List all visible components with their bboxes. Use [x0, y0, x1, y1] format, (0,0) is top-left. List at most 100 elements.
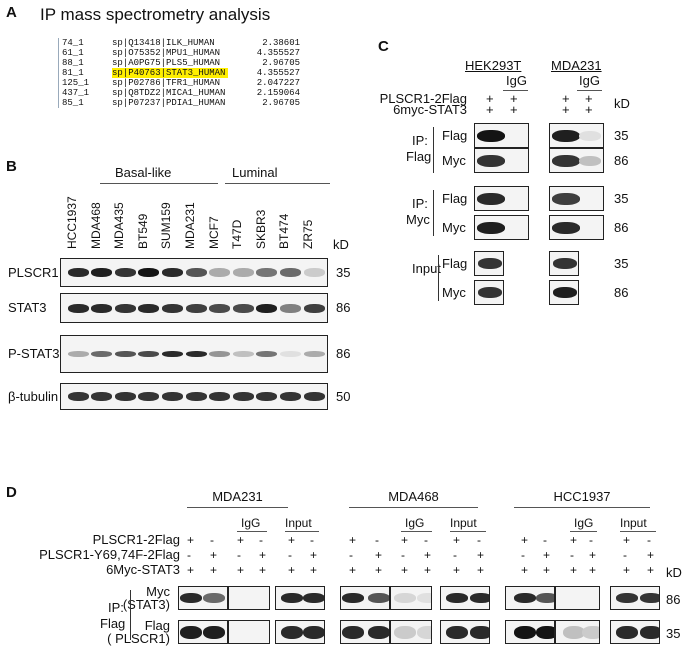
band [303, 392, 325, 401]
sign: - [349, 548, 353, 562]
sign: + [401, 563, 409, 577]
cell-header-line [187, 507, 288, 508]
sign: - [570, 548, 574, 562]
igg-label: IgG [579, 73, 600, 88]
blot-mda468 [340, 586, 390, 610]
bracket-line [433, 190, 434, 236]
band [138, 351, 160, 357]
sign: - [543, 533, 547, 547]
band [281, 593, 303, 603]
antibody-label: Myc [442, 285, 466, 300]
sign: + [375, 548, 383, 562]
blot-hek293t-input [474, 280, 504, 305]
sign: + [401, 533, 409, 547]
row-protein: sp|P07237|PDIA1_HUMAN [112, 98, 226, 108]
band [279, 392, 301, 401]
sign: + [521, 533, 529, 547]
igg-label: IgG [241, 516, 261, 530]
band [536, 625, 554, 639]
band [91, 303, 113, 313]
sign: + [647, 563, 655, 577]
row-protein: sp|A0PG75|PLS5_HUMAN [112, 58, 221, 68]
blot-mda468 [340, 620, 390, 644]
blot-mda231 [275, 586, 325, 610]
sign: + [623, 563, 631, 577]
band [114, 392, 136, 401]
lane-label: BT474 [277, 213, 292, 249]
sign: - [187, 548, 191, 562]
blot-mda231 [228, 620, 270, 644]
band [209, 351, 231, 357]
sign: - [375, 533, 379, 547]
band [478, 287, 502, 298]
band [203, 625, 225, 639]
band [477, 192, 505, 205]
group-line [100, 183, 218, 184]
sign: + [375, 563, 383, 577]
igg-line [237, 531, 267, 532]
kd-value: 86 [614, 220, 629, 235]
cell-header: HCC1937 [553, 489, 611, 504]
band [279, 303, 301, 313]
band [209, 392, 231, 401]
band [232, 392, 254, 401]
kd-value: 35 [614, 128, 629, 143]
band [161, 351, 183, 357]
igg-line [401, 531, 432, 532]
lane-label: MDA468 [88, 202, 103, 249]
band [417, 593, 431, 603]
table-border [58, 38, 59, 108]
sign: + [562, 91, 570, 106]
band [640, 593, 659, 603]
sign: + [424, 548, 432, 562]
band [579, 130, 601, 141]
lane-label: T47D [230, 219, 245, 249]
band [417, 625, 431, 639]
sign: - [521, 548, 525, 562]
sign: - [310, 533, 314, 547]
bracket-line [433, 127, 434, 173]
band [138, 268, 160, 277]
sign: - [647, 533, 651, 547]
condition-label: PLSCR1-2Flag [379, 91, 467, 106]
cell-label-mda231: MDA231 [551, 58, 602, 73]
sign: + [623, 533, 631, 547]
band [303, 625, 324, 639]
ip-antibody: Flag [100, 616, 126, 631]
blot-mda468 [390, 586, 432, 610]
band [342, 593, 364, 603]
band [563, 625, 585, 639]
kd-value: 86 [336, 300, 351, 315]
sign: - [210, 533, 214, 547]
sign: + [288, 533, 296, 547]
lane-label: BT549 [135, 213, 150, 249]
sign: + [486, 102, 494, 117]
antibody-label: Flag [442, 128, 468, 143]
band [477, 154, 505, 167]
row-protein: sp|P02786|TFR1_HUMAN [112, 78, 221, 88]
sign: - [477, 533, 481, 547]
band [470, 625, 489, 639]
band [185, 351, 207, 357]
cell-header-line [349, 507, 478, 508]
antibody-label: Flag [144, 618, 170, 633]
igg-line [570, 531, 597, 532]
kd-value: 86 [336, 346, 351, 361]
row-protein: sp|P40763|STAT3_HUMAN [112, 68, 229, 78]
cell-header-line [514, 507, 650, 508]
row-id: 81_1 [62, 68, 84, 78]
row-protein: sp|O75352|MPU1_HUMAN [112, 48, 221, 58]
band [368, 593, 389, 603]
row-score: 4.355527 [256, 68, 300, 78]
sign: + [187, 563, 195, 577]
band [161, 303, 183, 313]
band [209, 268, 231, 277]
input-line [450, 531, 486, 532]
band [368, 625, 389, 639]
band [232, 351, 254, 357]
sign: + [647, 548, 655, 562]
blot-mda231 [275, 620, 325, 644]
row-id: 125_1 [62, 78, 90, 88]
sign: + [349, 533, 357, 547]
blot-mda231 [178, 586, 228, 610]
